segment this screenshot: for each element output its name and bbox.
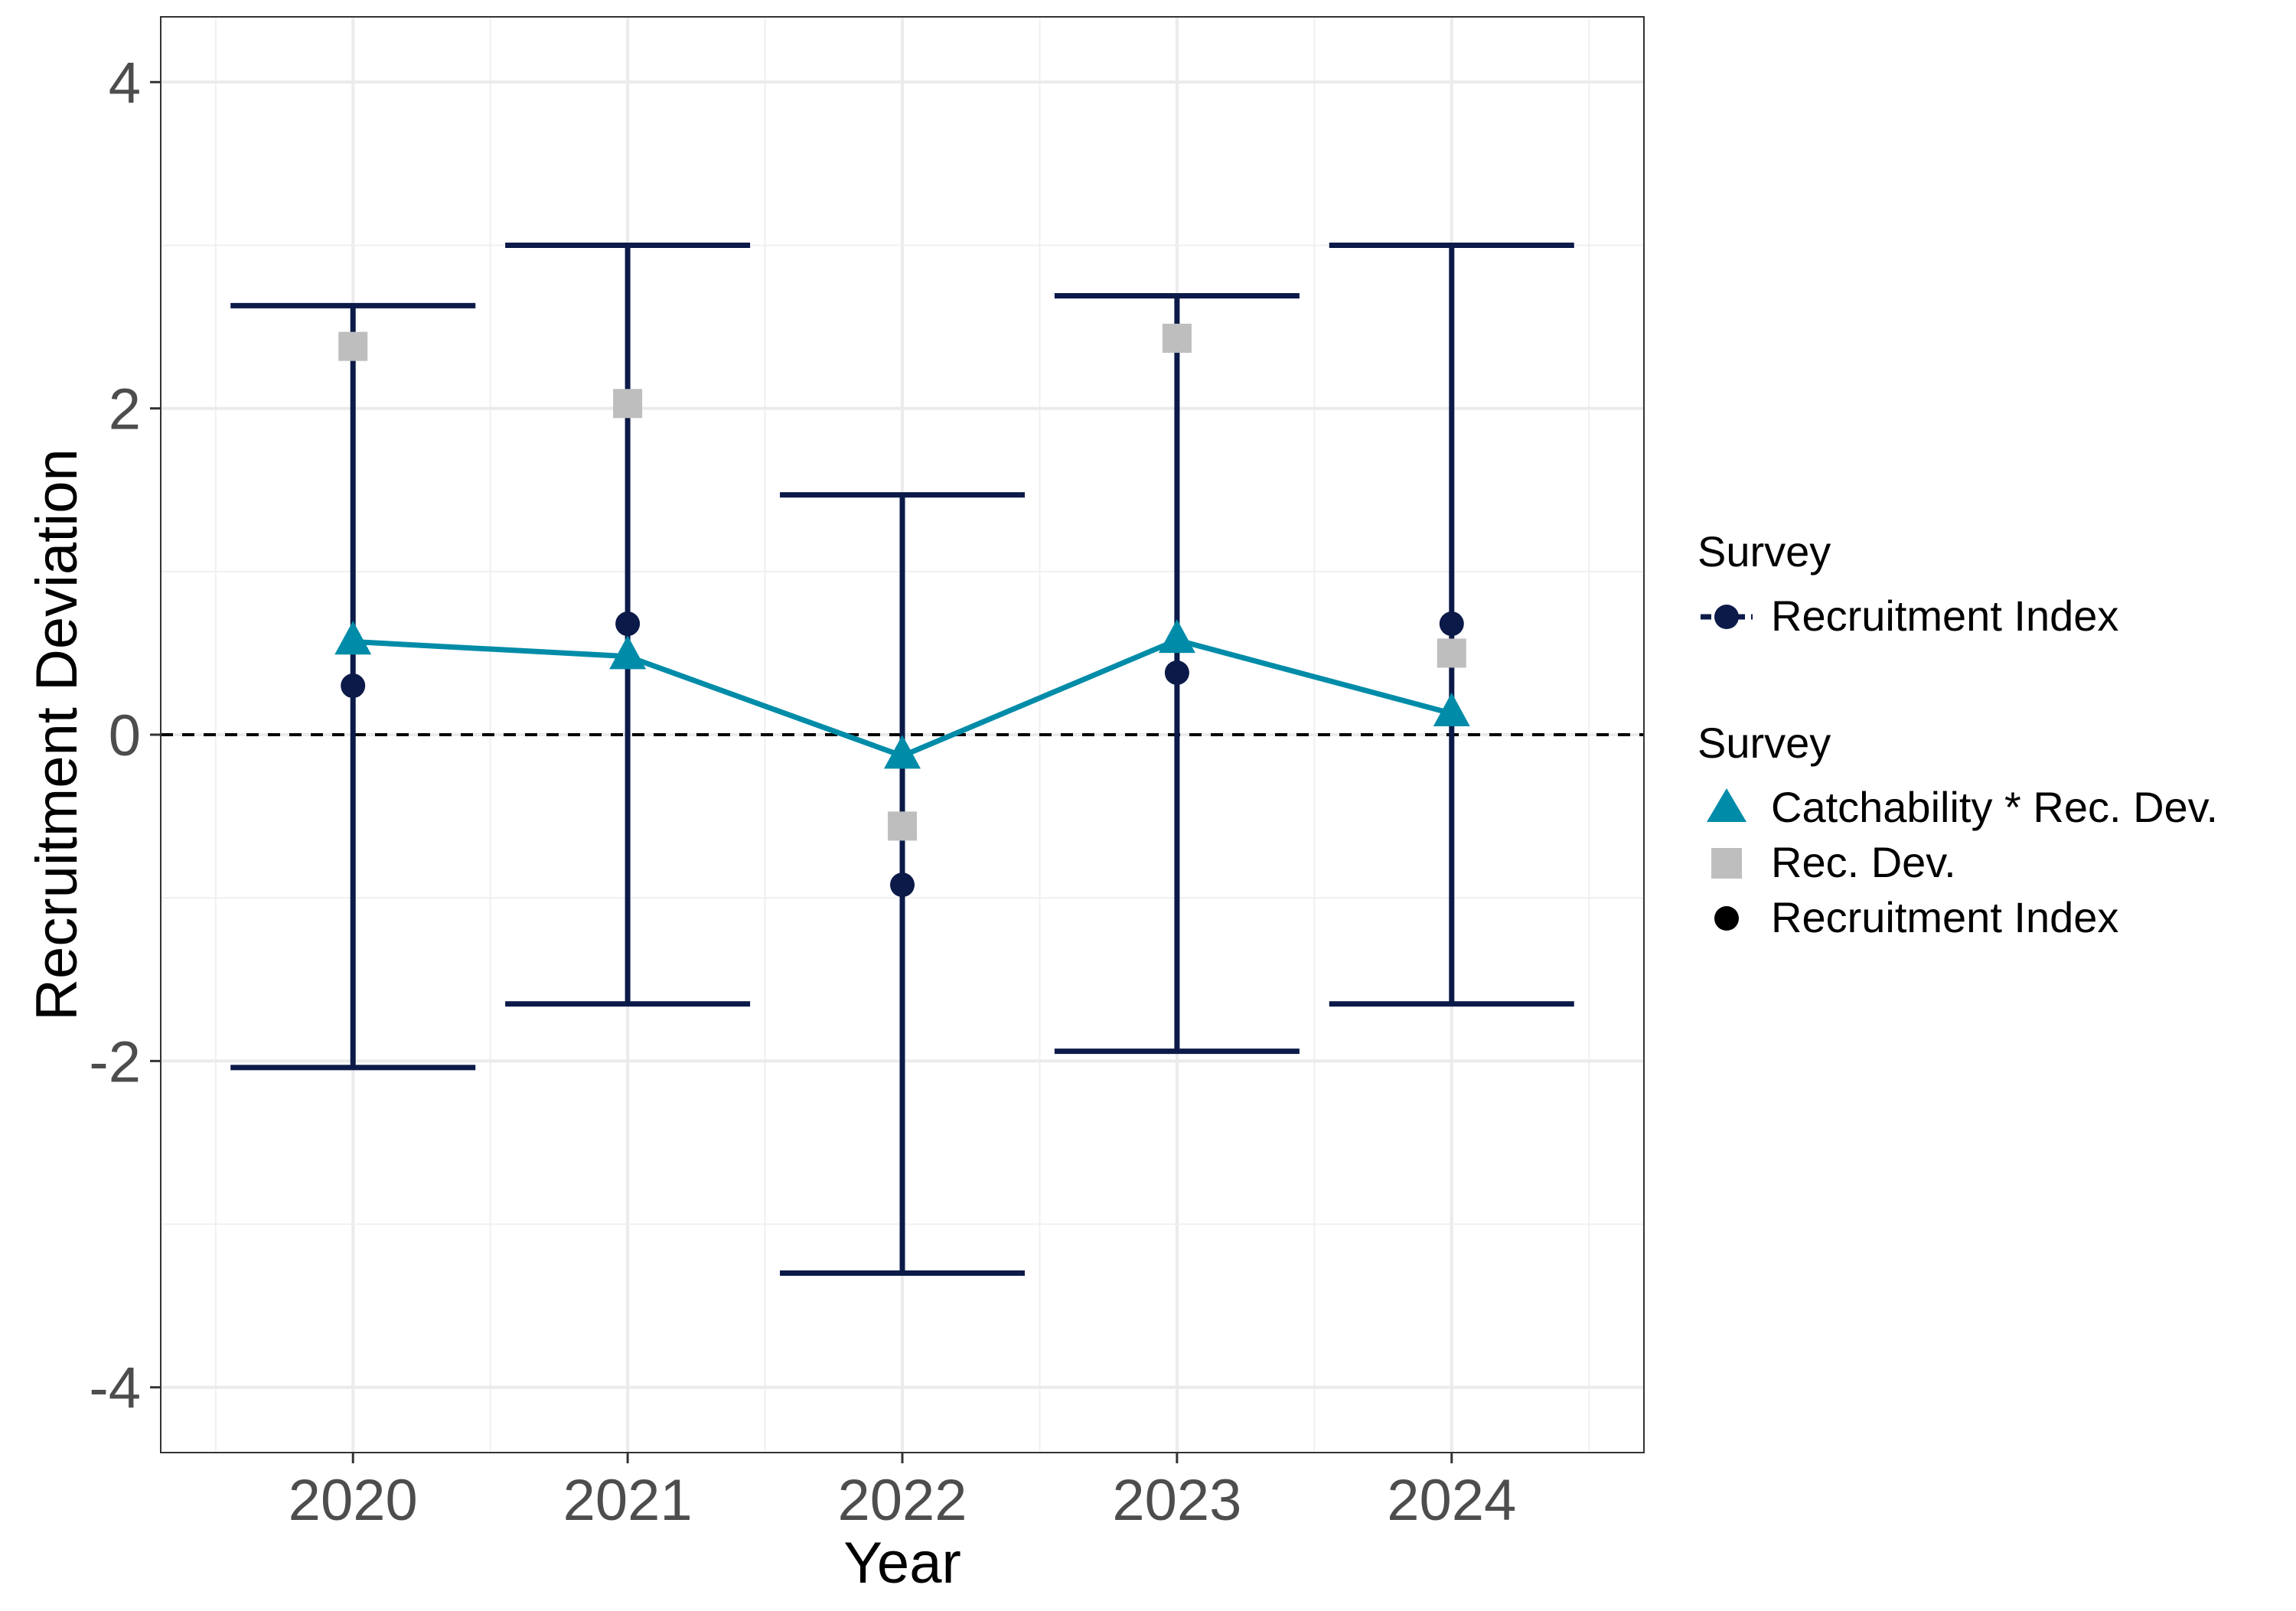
legend-key-triangle — [1707, 788, 1746, 822]
y-tick-label: -2 — [89, 1029, 141, 1094]
point-catchability — [334, 621, 372, 655]
x-tick-label: 2022 — [837, 1468, 967, 1533]
x-tick-label: 2020 — [289, 1468, 418, 1533]
legend-key-circle — [1714, 605, 1739, 629]
point-rec-dev — [1162, 323, 1192, 353]
legend-label: Recruitment Index — [1771, 592, 2118, 640]
x-tick-label: 2023 — [1112, 1468, 1241, 1533]
error-bar-layer — [230, 242, 1574, 1276]
legend-label: Catchability * Rec. Dev. — [1771, 783, 2218, 831]
y-tick-label: -4 — [89, 1356, 141, 1421]
point-recruitment-index — [615, 611, 641, 637]
legend-label: Rec. Dev. — [1771, 838, 1956, 886]
y-axis-title: Recruitment Deviation — [24, 448, 90, 1021]
x-tick-label: 2021 — [563, 1468, 693, 1533]
x-axis-title: Year — [843, 1531, 961, 1596]
axis-layer: -4 -2 0 2 4 2020 2021 2022 2023 2024 — [89, 51, 1516, 1533]
point-rec-dev — [1437, 638, 1466, 668]
point-catchability — [884, 735, 921, 769]
x-tick-label: 2024 — [1387, 1468, 1516, 1533]
y-tick-label: 4 — [109, 51, 141, 116]
legend-title: Survey — [1698, 527, 1831, 576]
legend-title: Survey — [1698, 719, 1831, 767]
point-catchability — [1433, 693, 1470, 727]
legend-key-square — [1711, 848, 1742, 879]
point-catchability — [1158, 619, 1195, 654]
legend: Survey Recruitment Index Survey Catchabilit… — [1698, 527, 2218, 941]
legend-key-circle — [1714, 906, 1739, 931]
point-recruitment-index — [341, 673, 366, 699]
point-rec-dev — [338, 331, 368, 361]
point-recruitment-index — [1164, 660, 1189, 685]
legend-label: Recruitment Index — [1771, 893, 2118, 941]
y-tick-label: 2 — [109, 377, 141, 442]
y-tick-label: 0 — [109, 703, 141, 768]
point-rec-dev — [888, 811, 917, 841]
marker-layer — [334, 323, 1470, 898]
point-catchability — [609, 635, 647, 670]
point-recruitment-index — [890, 872, 915, 898]
point-recruitment-index — [1439, 611, 1464, 637]
point-rec-dev — [613, 389, 643, 419]
